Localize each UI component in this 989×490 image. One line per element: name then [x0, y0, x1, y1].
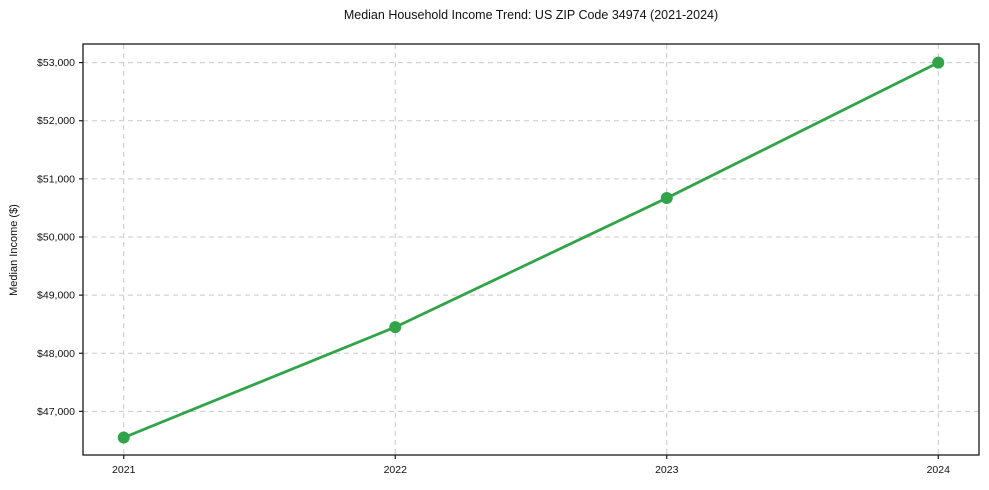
y-tick-label: $50,000 — [37, 232, 75, 244]
y-tick-label: $48,000 — [37, 348, 75, 360]
x-tick-label: 2023 — [655, 464, 679, 476]
data-line — [122, 61, 940, 439]
y-tick-label: $47,000 — [37, 406, 75, 418]
data-point-2022 — [389, 321, 402, 334]
y-tick-label: $53,000 — [37, 57, 75, 69]
x-tick-label: 2024 — [927, 464, 951, 476]
y-tick-label: $49,000 — [37, 290, 75, 302]
data-point-2024 — [932, 56, 945, 69]
x-tick-label: 2022 — [384, 464, 408, 476]
chart-title: Median Household Income Trend: US ZIP Co… — [343, 8, 719, 22]
x-tick-label: 2021 — [112, 464, 136, 476]
y-tick-label: $52,000 — [37, 115, 75, 127]
data-point-2023 — [660, 192, 673, 205]
y-tick-label: $51,000 — [37, 173, 75, 185]
data-point-2021 — [117, 431, 130, 444]
plot-border — [82, 43, 980, 456]
